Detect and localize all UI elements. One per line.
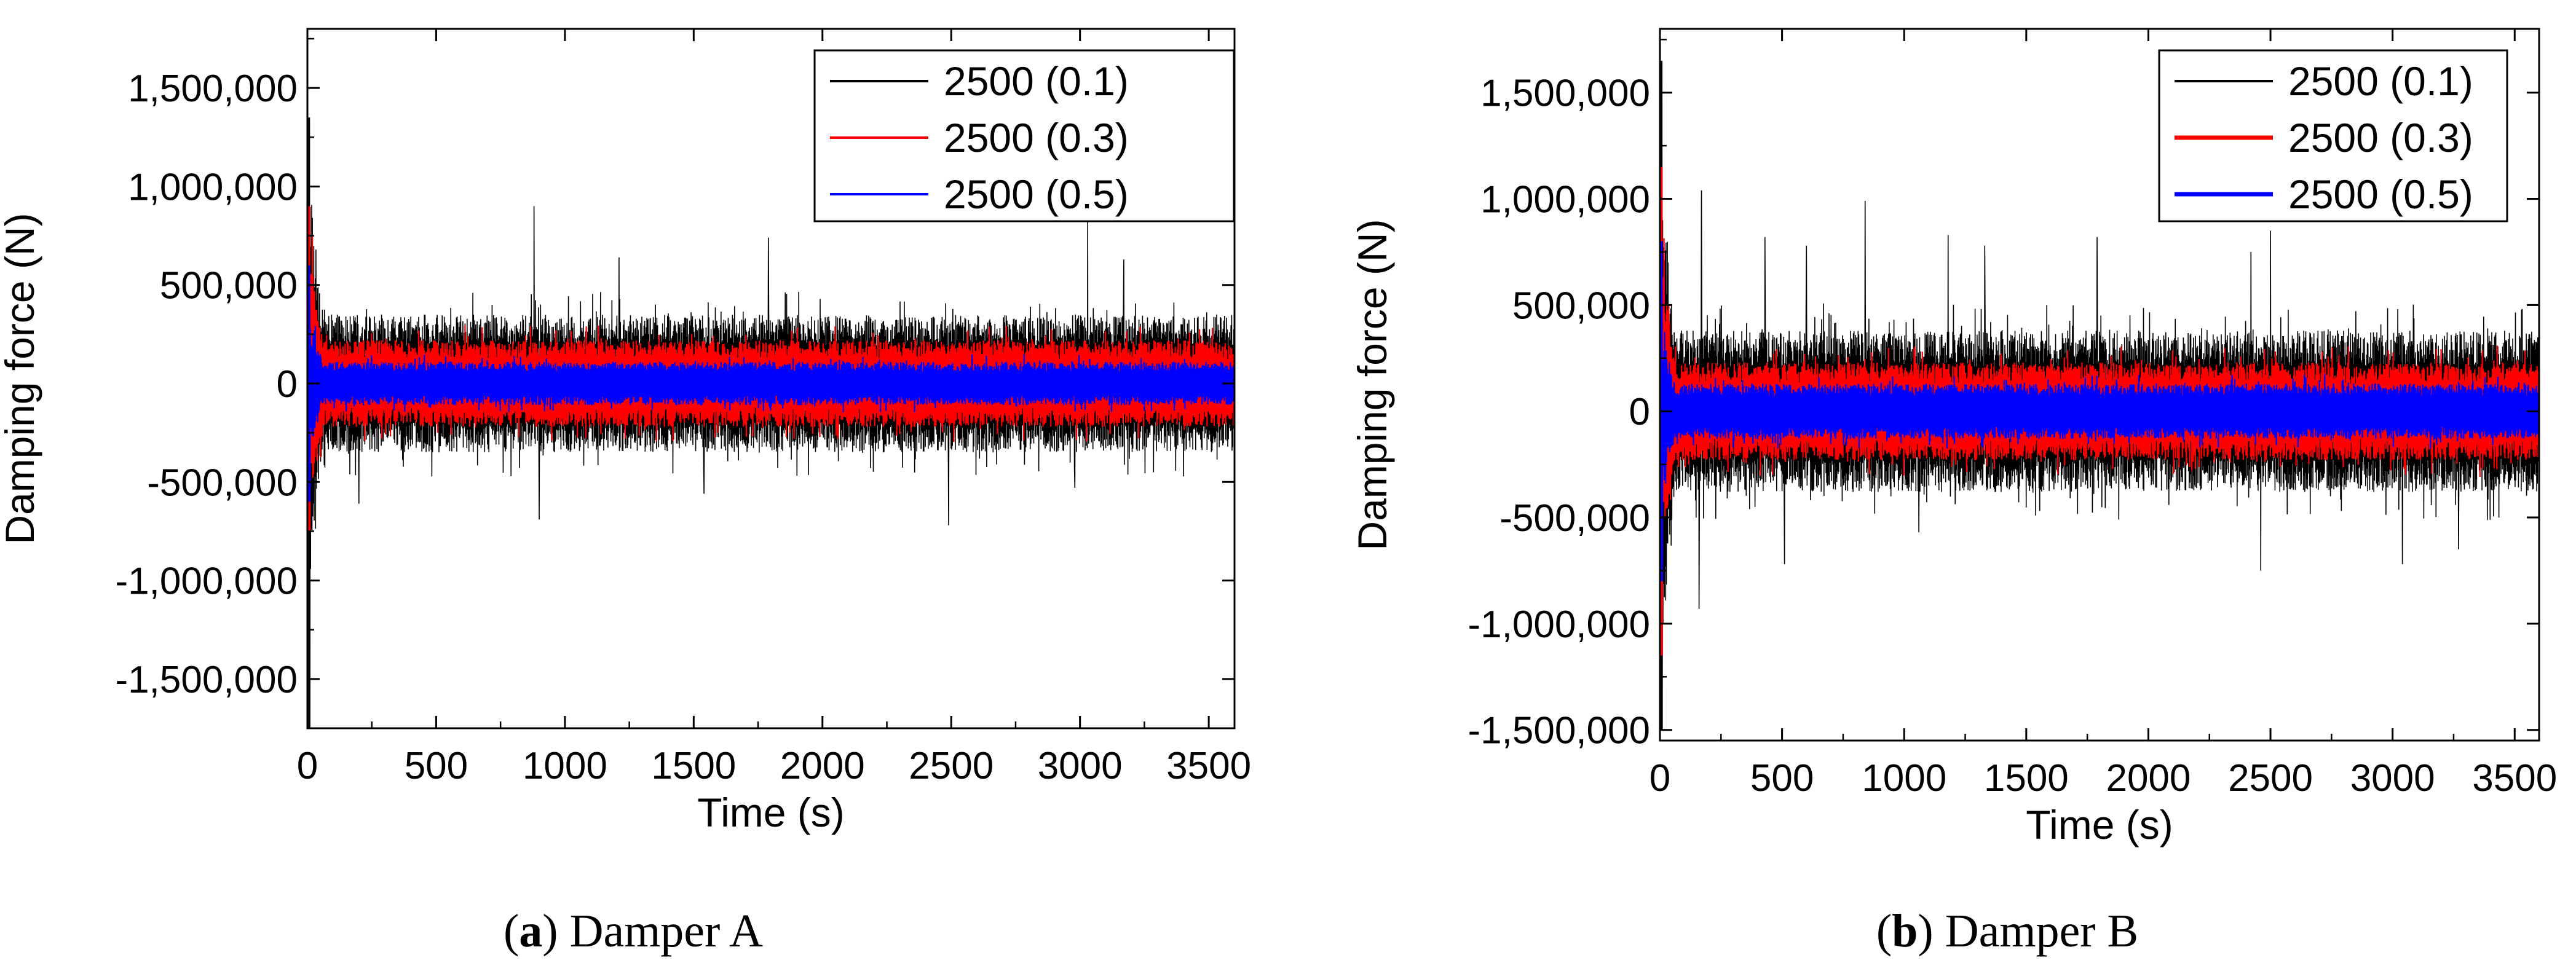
- y-tick-label: -1,500,000: [1468, 710, 1650, 752]
- series-line-2500-0-5-: [1660, 241, 2539, 581]
- caption: (b) Damper B: [1876, 905, 2138, 957]
- x-tick-label: 1500: [651, 745, 736, 787]
- x-axis-title: Time (s): [2026, 802, 2173, 847]
- panel-damper-b: 0 500 1000 1500 2000 2500 3000 3500 -1,500,000 -1…: [1349, 28, 2557, 957]
- legend-label: 2500 (0.5): [944, 171, 1129, 217]
- caption-text: Damper B: [1945, 905, 2138, 957]
- y-tick-label: -1,500,000: [116, 659, 298, 701]
- y-tick-label: -1,000,000: [116, 560, 298, 603]
- legend-label: 2500 (0.3): [944, 115, 1129, 160]
- x-tick-label: 3000: [1038, 745, 1123, 787]
- legend-box: [813, 49, 1235, 222]
- panel-damper-a: 0 500 1000 1500 2000 2500 3000 3500 -1,500,000 -1…: [0, 28, 1251, 957]
- plot-frame: [1659, 28, 2540, 742]
- series-traces: [307, 117, 1235, 728]
- legend: 2500 (0.1) 2500 (0.3) 2500 (0.5): [2158, 49, 2508, 222]
- x-tick-label: 1000: [523, 745, 607, 787]
- x-tick-label: 500: [405, 745, 468, 787]
- x-tick-label: 2500: [909, 745, 994, 787]
- y-tick-label: -500,000: [1499, 497, 1650, 540]
- x-axis-title: Time (s): [697, 790, 845, 835]
- y-axis-title: Damping force (N): [1349, 219, 1395, 550]
- caption-letter: a: [519, 905, 542, 957]
- caption: (a) Damper A: [504, 905, 763, 957]
- x-tick-label: 0: [297, 745, 318, 787]
- y-tick-label: 1,000,000: [128, 166, 298, 208]
- y-tick-label: 500,000: [160, 265, 298, 307]
- axis-ticks: 0 500 1000 1500 2000 2500 3000 3500 -1,500,000 -1…: [1468, 29, 2557, 800]
- y-tick-label: 500,000: [1512, 285, 1650, 327]
- y-tick-label: 1,000,000: [1480, 179, 1650, 221]
- x-tick-label: 3000: [2350, 757, 2435, 800]
- x-tick-label: 1500: [1984, 757, 2069, 800]
- x-tick-label: 1000: [1862, 757, 1946, 800]
- x-tick-label: 3500: [2472, 757, 2557, 800]
- x-tick-label: 2500: [2228, 757, 2313, 800]
- legend-label: 2500 (0.5): [2288, 171, 2473, 217]
- y-tick-label: 1,500,000: [128, 68, 298, 110]
- series-line-2500-0-5-: [307, 265, 1235, 502]
- legend: 2500 (0.1) 2500 (0.3) 2500 (0.5): [813, 49, 1235, 222]
- y-tick-label: 1,500,000: [1480, 73, 1650, 115]
- legend-label: 2500 (0.1): [944, 58, 1129, 104]
- y-tick-label: -1,000,000: [1468, 603, 1650, 646]
- x-tick-label: 500: [1750, 757, 1814, 800]
- legend-label: 2500 (0.3): [2288, 115, 2473, 160]
- y-tick-label: 0: [277, 363, 298, 406]
- plot-frame: [306, 28, 1236, 729]
- y-axis-title: Damping force (N): [0, 213, 42, 544]
- y-tick-label: -500,000: [147, 462, 298, 504]
- caption-text: Damper A: [570, 905, 764, 957]
- x-tick-label: 0: [1650, 757, 1670, 800]
- x-tick-label: 3500: [1166, 745, 1251, 787]
- caption-letter: b: [1892, 905, 1918, 957]
- series-traces: [1660, 60, 2539, 730]
- y-tick-label: 0: [1629, 391, 1650, 433]
- x-tick-label: 2000: [780, 745, 865, 787]
- axis-ticks: 0 500 1000 1500 2000 2500 3000 3500 -1,500,000 -1…: [116, 29, 1251, 787]
- legend-label: 2500 (0.1): [2288, 58, 2473, 104]
- x-tick-label: 2000: [2106, 757, 2191, 800]
